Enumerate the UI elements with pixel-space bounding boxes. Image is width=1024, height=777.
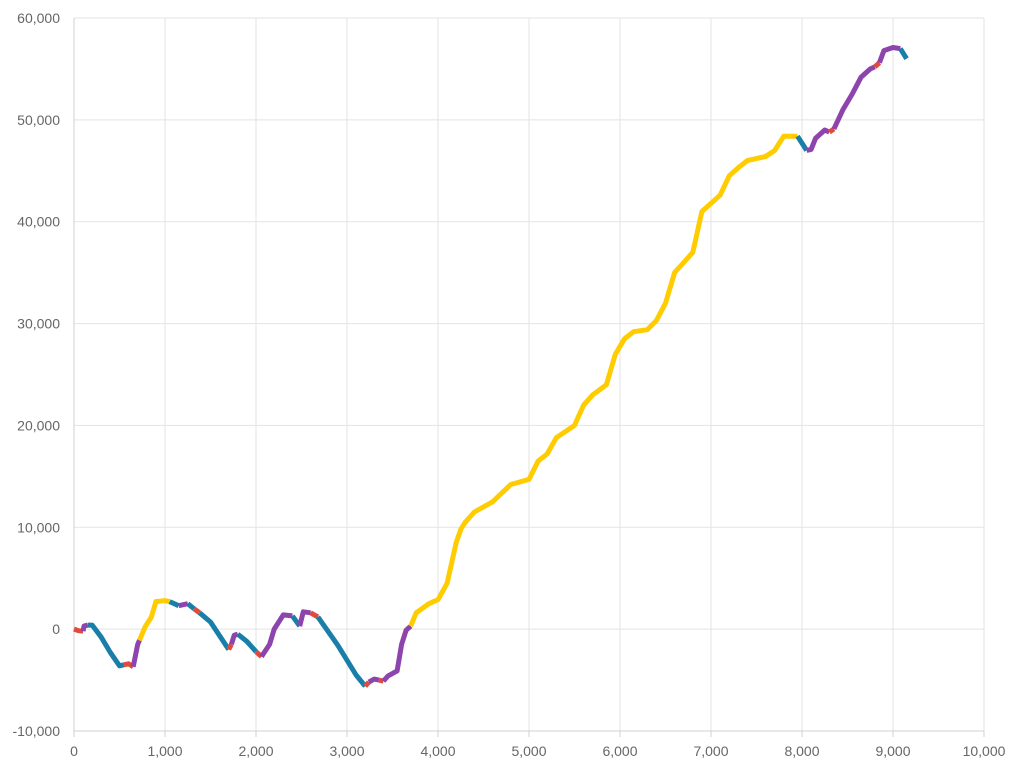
- series-segment-purple: [130, 639, 142, 668]
- series-segment-red: [309, 610, 320, 620]
- series-segment-red: [363, 680, 371, 688]
- x-axis-tick-labels: 0 1,000 2,000 3,000 4,000 5,000 6,000 7,000 8,00…: [70, 743, 1006, 759]
- x-tick-label: 0: [70, 743, 78, 759]
- y-tick-label: 0: [52, 621, 60, 637]
- series-segment-red: [873, 60, 882, 69]
- x-tick-label: 1,000: [147, 743, 182, 759]
- series-segment-blue: [236, 632, 258, 654]
- x-tick-label: 5,000: [511, 743, 546, 759]
- series-segment-red: [378, 677, 384, 684]
- x-tick-label: 10,000: [963, 743, 1006, 759]
- x-tick-label: 9,000: [875, 743, 910, 759]
- y-axis-tick-labels: -10,000 0 10,000 20,000 30,000 40,000 50,000 60…: [13, 10, 61, 739]
- y-tick-label: 50,000: [17, 112, 60, 128]
- series: [73, 45, 909, 688]
- series-segment-purple: [831, 64, 876, 131]
- series-segment-purple: [381, 624, 413, 683]
- grid: [73, 17, 985, 732]
- x-tick-label: 4,000: [420, 743, 455, 759]
- series-segment-blue: [87, 622, 125, 669]
- series-segment-purple: [297, 609, 311, 627]
- x-tick-label: 8,000: [784, 743, 819, 759]
- series-segment-purple: [80, 622, 89, 632]
- series-segment-purple: [259, 612, 293, 658]
- y-tick-label: 10,000: [17, 519, 60, 535]
- series-segment-yellow: [408, 133, 798, 628]
- series-segment-purple: [229, 631, 239, 646]
- series-segment-blue: [795, 134, 809, 152]
- series-segment-purple: [877, 45, 901, 64]
- x-tick-label: 6,000: [602, 743, 637, 759]
- series-segment-purple: [806, 127, 831, 153]
- series-segment-red: [73, 626, 84, 634]
- series-segment-blue: [315, 615, 368, 688]
- x-tick-label: 3,000: [329, 743, 364, 759]
- series-segment-purple: [178, 601, 189, 609]
- y-tick-label: -10,000: [13, 723, 61, 739]
- series-segment-red: [226, 643, 234, 651]
- series-segment-blue: [898, 47, 909, 61]
- y-tick-label: 40,000: [17, 214, 60, 230]
- axes: [73, 18, 985, 737]
- series-segment-red: [827, 126, 836, 135]
- series-segment-purple: [367, 676, 380, 685]
- series-segment-blue: [197, 610, 231, 651]
- y-tick-label: 20,000: [17, 417, 60, 433]
- series-segment-yellow: [137, 598, 171, 642]
- series-segment-blue: [168, 599, 180, 608]
- x-tick-label: 2,000: [238, 743, 273, 759]
- y-tick-label: 60,000: [17, 10, 60, 26]
- series-segment-blue: [186, 601, 196, 611]
- y-tick-label: 30,000: [17, 316, 60, 332]
- x-tick-label: 7,000: [693, 743, 728, 759]
- series-segment-red: [192, 606, 202, 615]
